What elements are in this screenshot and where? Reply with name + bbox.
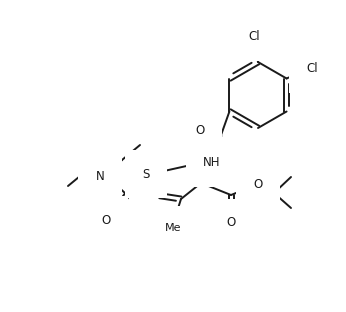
Text: O: O [253,178,263,191]
Text: O: O [226,217,236,230]
Text: O: O [195,124,204,137]
Text: N: N [95,170,104,183]
Text: Cl: Cl [248,31,260,43]
Text: Me: Me [165,223,181,233]
Text: S: S [142,168,150,181]
Text: Cl: Cl [307,62,318,75]
Text: NH: NH [203,157,221,169]
Text: O: O [101,213,111,227]
